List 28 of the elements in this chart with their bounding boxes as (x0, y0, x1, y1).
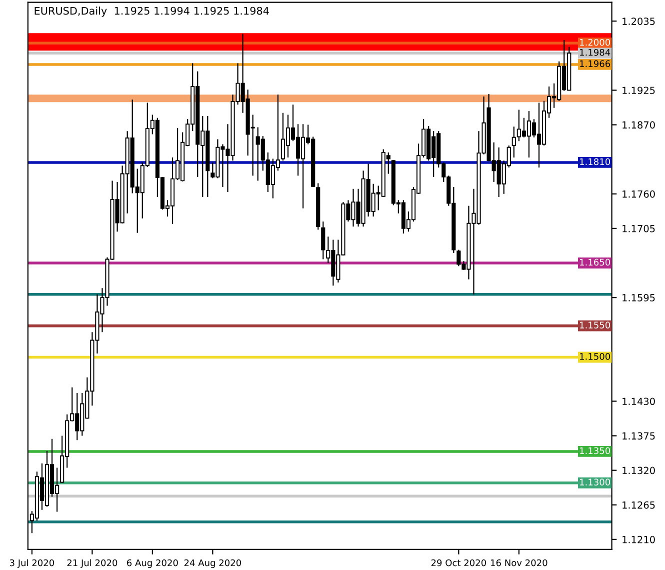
x-tick-label: 6 Aug 2020 (127, 559, 178, 568)
x-tick-label: 29 Oct 2020 (431, 559, 486, 566)
ref-line-label: 1.1550 (580, 322, 610, 328)
ref-line-label: 1.1650 (580, 258, 610, 266)
y-tick-label: 1.1760 (622, 190, 655, 198)
y-tick-label: 1.1320 (622, 466, 655, 474)
y-tick-label: 1.1870 (622, 121, 655, 129)
y-tick-label: 1.1375 (622, 432, 655, 440)
y-tick-label: 1.1265 (622, 501, 655, 509)
x-tick-label: 16 Nov 2020 (491, 559, 548, 566)
ref-line-label: 1.1966 (580, 60, 610, 68)
ref-line-label: 1.1350 (580, 447, 610, 454)
y-tick-label: 1.2035 (622, 18, 655, 25)
candlestick (512, 126, 516, 158)
y-tick-label: 1.1595 (622, 294, 655, 302)
ref-line-label: 1.2000 (580, 38, 610, 46)
x-tick-label: 3 Jul 2020 (10, 559, 54, 568)
y-tick-label: 1.1705 (622, 224, 655, 232)
x-tick-label: 21 Jul 2020 (67, 559, 118, 568)
y-tick-label: 1.1430 (622, 398, 655, 406)
ref-line-label: 1.1810 (580, 158, 610, 166)
y-tick-label: 1.1925 (622, 86, 655, 94)
x-tick-label: 24 Aug 2020 (184, 559, 241, 568)
ref-line-label: 1.1984 (580, 48, 610, 56)
chart-title: EURUSD,Daily 1.1925 1.1994 1.1925 1.1984 (34, 6, 269, 17)
y-tick-label: 1.1210 (622, 536, 655, 544)
ref-line-label: 1.1300 (580, 478, 610, 486)
ref-line-label: 1.1500 (580, 353, 610, 360)
